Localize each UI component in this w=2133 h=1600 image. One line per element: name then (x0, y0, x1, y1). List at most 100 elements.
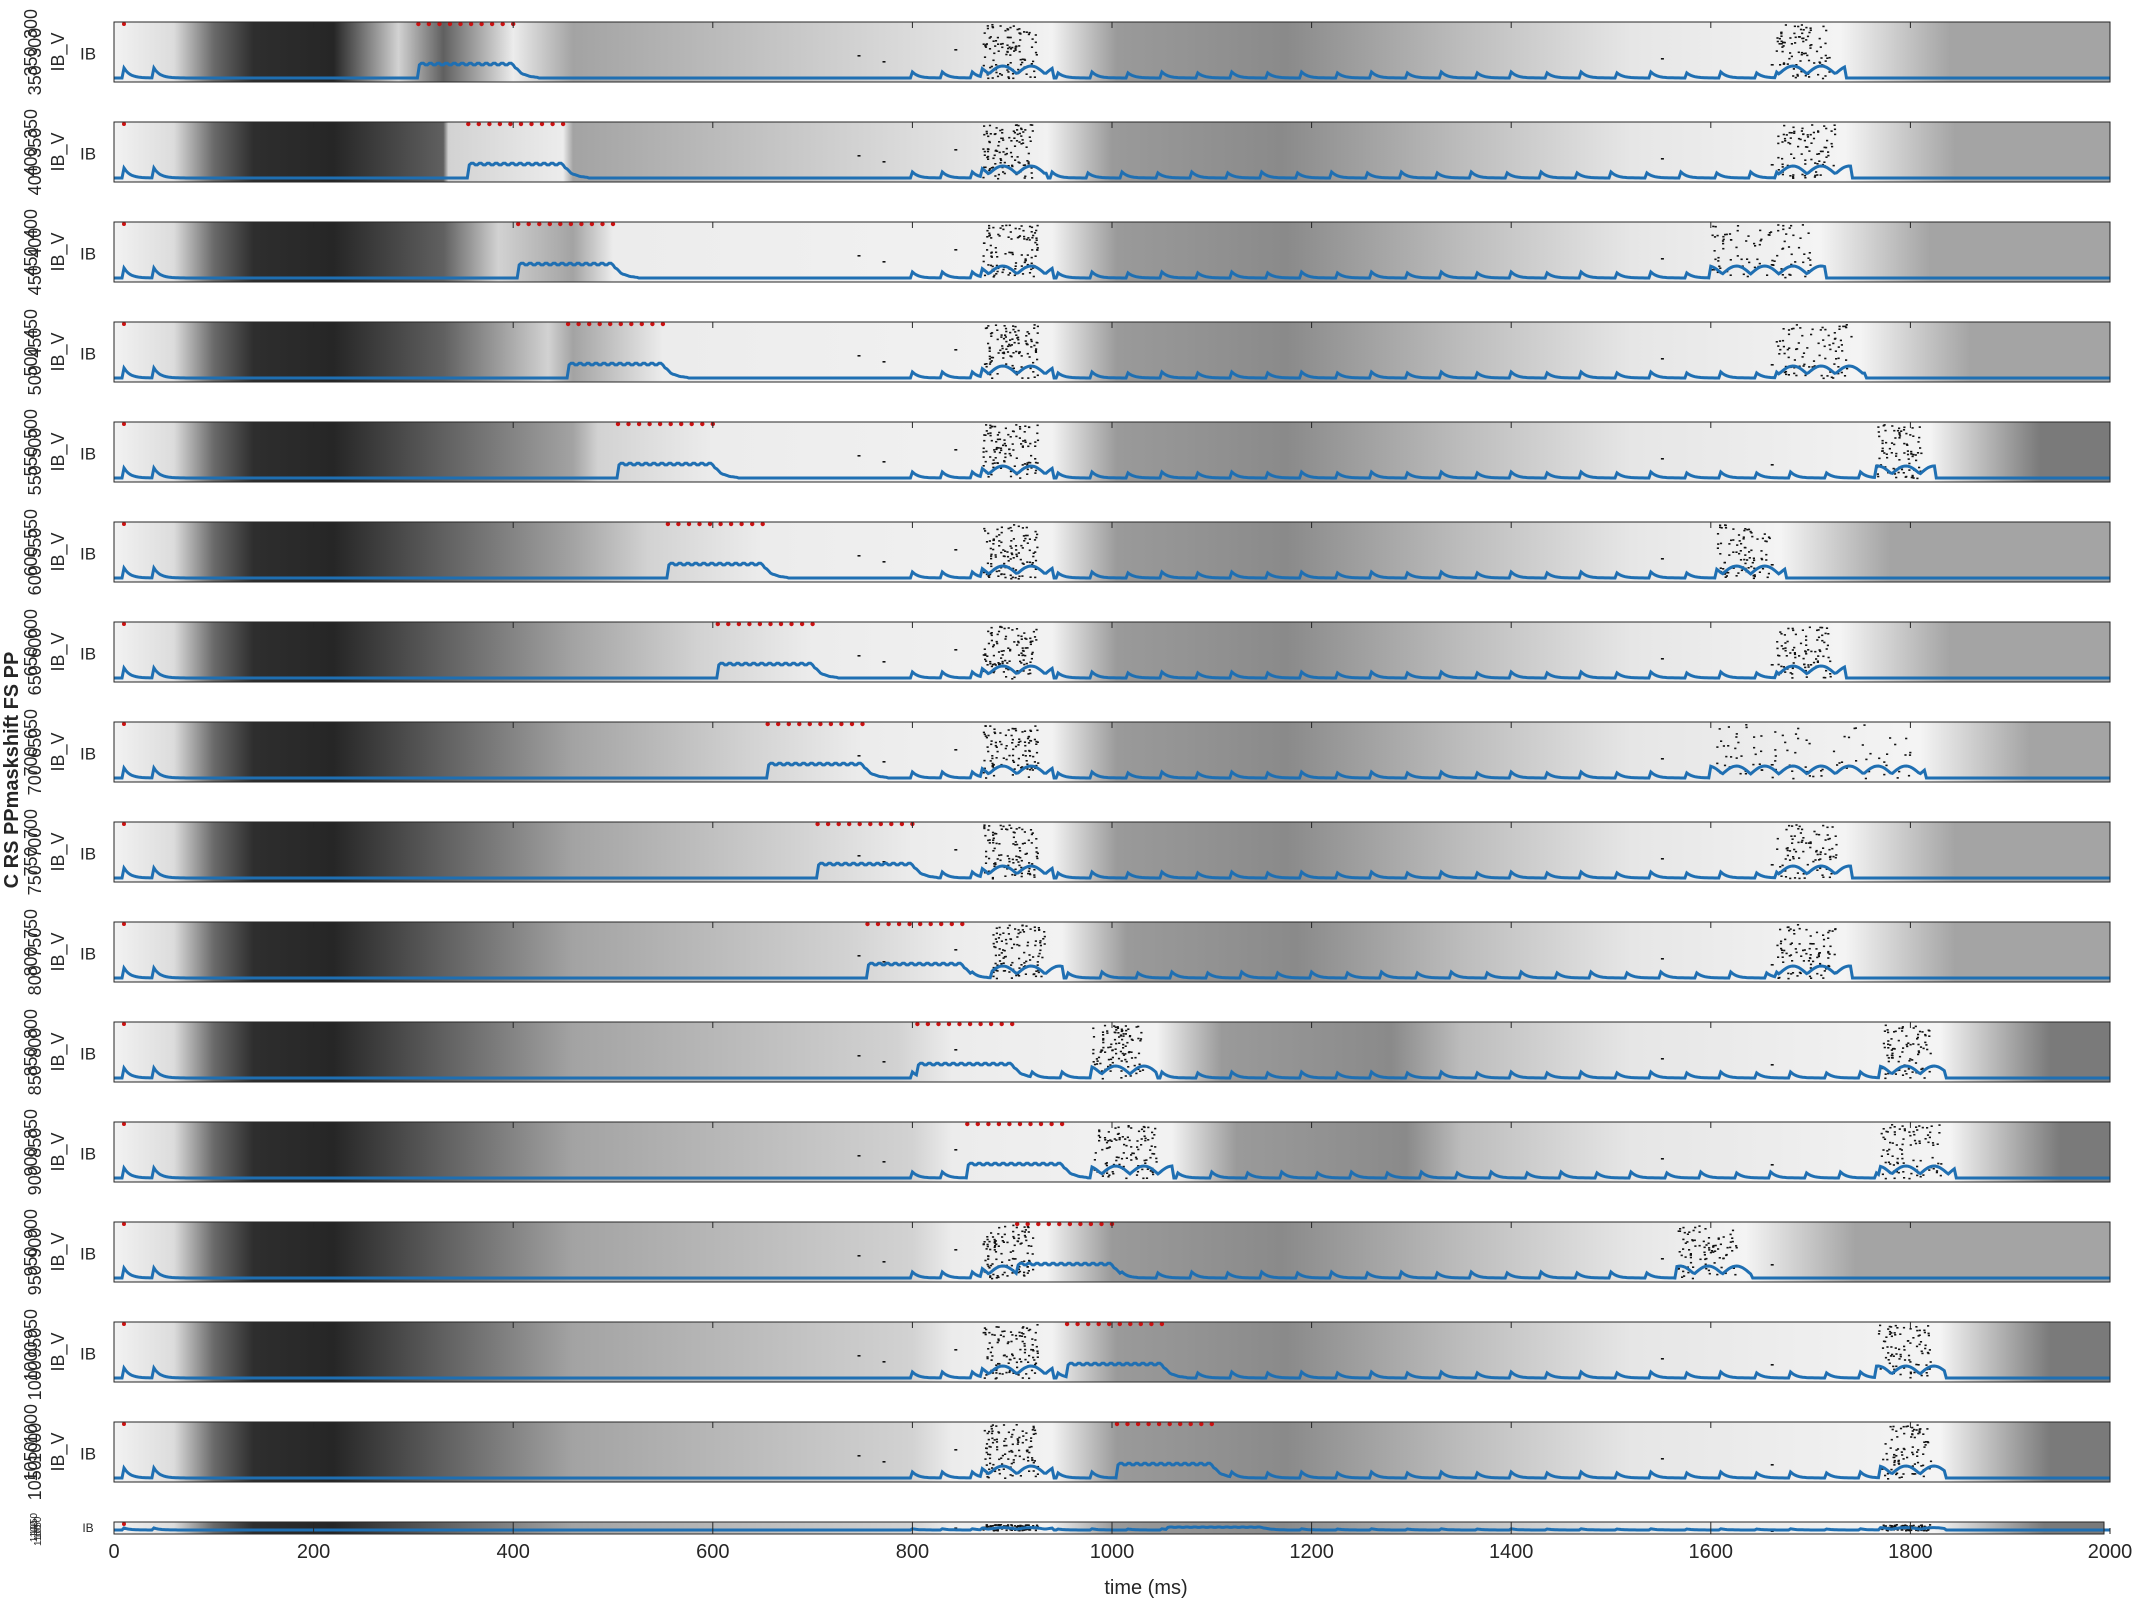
spike-mark (988, 169, 991, 172)
spike-mark (1032, 60, 1035, 63)
spike-mark (1023, 1226, 1026, 1228)
spike-mark (998, 960, 1002, 962)
spike-mark (988, 235, 991, 237)
spike-mark (983, 733, 986, 736)
spike-mark (1920, 1465, 1923, 1467)
spike-mark (1022, 142, 1025, 144)
spike-mark (1030, 653, 1034, 655)
spike-mark (1034, 441, 1037, 443)
spike-mark (1034, 568, 1037, 570)
spike-mark (1824, 75, 1827, 77)
spike-mark (1002, 171, 1005, 173)
stim-marker (121, 922, 126, 926)
spike-mark (1770, 764, 1774, 766)
spike-mark (1923, 1446, 1926, 1448)
spike-mark (1808, 975, 1812, 978)
spike-mark (999, 740, 1002, 743)
spike-mark (991, 377, 994, 379)
spike-mark (1853, 727, 1856, 730)
spike-mark (882, 561, 886, 563)
spike-mark (1117, 1132, 1120, 1135)
spike-mark (1678, 1251, 1681, 1253)
spike-mark (1028, 862, 1031, 864)
spike-mark (1845, 359, 1848, 361)
spike-mark (1817, 636, 1821, 639)
shift-tick-label: 850 (25, 1065, 45, 1095)
spike-mark (1035, 628, 1038, 631)
spike-mark (1022, 754, 1025, 756)
spike-mark (1782, 133, 1785, 136)
spike-mark (1915, 1363, 1918, 1366)
spike-mark (1796, 348, 1799, 350)
spike-mark (1010, 577, 1013, 580)
spike-mark (1711, 269, 1714, 271)
spike-mark (994, 45, 997, 47)
spike-mark (1034, 725, 1037, 727)
spike-mark (1822, 655, 1825, 658)
spike-mark (1909, 1144, 1912, 1146)
stim-marker (676, 521, 681, 527)
spike-mark (1011, 678, 1014, 680)
spike-mark (1043, 935, 1046, 938)
spike-mark (1036, 533, 1039, 536)
spike-mark (1035, 751, 1039, 754)
spike-mark (986, 1263, 989, 1266)
spike-mark (1824, 54, 1827, 57)
spike-mark (1027, 445, 1030, 448)
spike-mark (1002, 1424, 1006, 1426)
stim-marker (700, 421, 705, 427)
spike-mark (1114, 1048, 1117, 1050)
spike-mark (1908, 462, 1911, 465)
spike-mark (1770, 264, 1774, 266)
spike-mark (1033, 1460, 1036, 1462)
spike-mark (989, 1248, 992, 1251)
spike-mark (997, 1326, 1000, 1328)
spike-mark (1031, 1429, 1034, 1431)
spike-mark (1763, 533, 1766, 535)
spike-mark (1809, 44, 1812, 47)
spike-mark (996, 1528, 999, 1531)
spike-mark (994, 954, 997, 957)
spike-mark (983, 133, 986, 136)
spike-mark (1903, 1432, 1906, 1435)
shift-tick-label: 700 (25, 765, 45, 795)
spike-mark (1725, 575, 1728, 577)
stim-marker (967, 1021, 973, 1027)
spike-mark (1891, 1052, 1894, 1055)
spike-mark (1783, 240, 1786, 243)
spike-mark (1784, 741, 1787, 744)
spike-mark (1916, 1461, 1920, 1464)
shift-tick-label: 950 (21, 1246, 41, 1276)
stim-marker (799, 621, 805, 627)
spike-mark (989, 725, 992, 727)
spike-mark (1117, 1156, 1120, 1159)
spike-mark (1008, 824, 1011, 827)
spike-mark (1918, 1334, 1921, 1336)
spike-mark (1729, 1246, 1732, 1249)
spike-mark (1013, 641, 1016, 643)
stim-marker (560, 121, 566, 127)
spike-mark (1143, 1126, 1146, 1129)
spike-mark (1899, 1148, 1902, 1150)
spike-mark (1893, 1461, 1896, 1464)
spike-mark (1894, 743, 1897, 746)
spike-mark (994, 150, 997, 152)
spike-mark (1699, 1258, 1702, 1261)
spike-mark (1137, 1130, 1141, 1133)
spike-mark (1788, 859, 1792, 861)
spike-mark (1840, 761, 1844, 763)
spike-mark (1036, 358, 1039, 361)
spike-mark (1926, 1048, 1929, 1051)
spike-mark (994, 556, 997, 558)
spike-mark (1144, 1139, 1147, 1142)
stim-marker (1088, 1221, 1094, 1227)
row-label: IB (80, 944, 96, 963)
spike-mark (1028, 31, 1031, 34)
spike-mark (1008, 452, 1011, 455)
spike-mark (1716, 1273, 1719, 1276)
spike-mark (1885, 453, 1888, 455)
spike-mark (993, 462, 996, 464)
spike-mark (1010, 540, 1013, 542)
spike-mark (1796, 872, 1799, 874)
spike-mark (1924, 1041, 1927, 1044)
